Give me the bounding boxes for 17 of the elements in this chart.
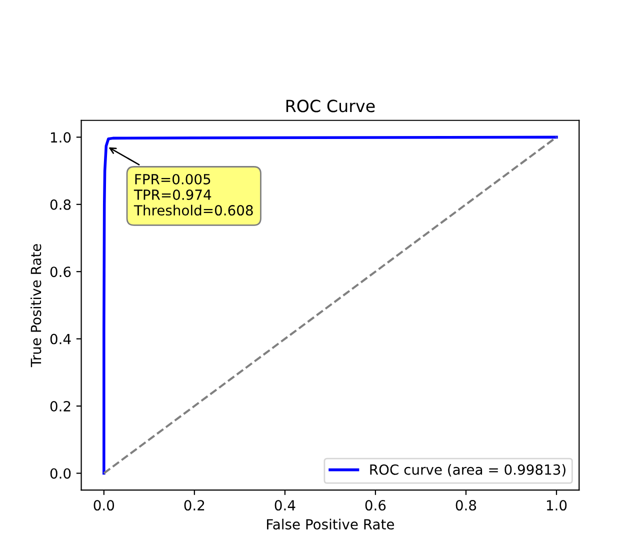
x-axis-title: False Positive Rate (267, 518, 394, 530)
chart-title: ROC Curve (286, 100, 375, 112)
annotation: FPR=0.005 TPR=0.974 Threshold=0.608 (134, 174, 253, 216)
y-tick-label: 0.0 (50, 468, 71, 479)
x-tick-label: 0.8 (456, 500, 476, 511)
y-tick-label: 0.6 (50, 266, 71, 278)
legend-label: ROC curve (area = 0.99813) (370, 464, 566, 477)
x-tick-label: 0.0 (94, 500, 114, 511)
x-tick-label: 0.4 (274, 500, 296, 511)
y-axis-title: True Positive Rate (30, 244, 42, 368)
y-tick-label: 0.2 (50, 401, 70, 412)
y-tick-label: 0.8 (50, 199, 71, 210)
x-tick-label: 0.2 (184, 500, 204, 511)
x-tick-label: 0.6 (365, 500, 386, 511)
y-tick-label: 1.0 (50, 132, 71, 143)
x-tick-label: 1.0 (546, 500, 567, 511)
y-tick-label: 0.4 (50, 334, 71, 344)
